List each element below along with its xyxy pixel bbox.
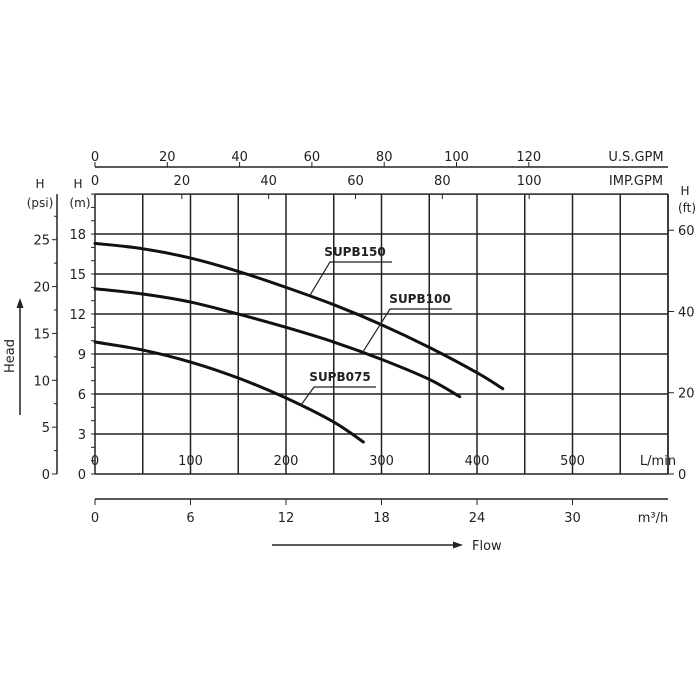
head-label: Head (3, 339, 18, 373)
m-tick-label: 3 (78, 428, 86, 443)
m-tick-label: 9 (78, 348, 86, 363)
lpm-axis-unit: L/min (640, 454, 676, 469)
m3h-tick-label: 12 (278, 511, 295, 526)
usgpm-tick-label: 100 (444, 150, 469, 165)
usgpm-tick-label: 0 (91, 150, 99, 165)
usgpm-tick-label: 60 (304, 150, 321, 165)
m3h-tick-label: 18 (373, 511, 390, 526)
series-label-leader (309, 261, 392, 296)
series-label-leader (361, 308, 452, 354)
lpm-tick-label: 300 (369, 454, 394, 469)
head-arrow-icon (16, 298, 24, 308)
m3h-tick-label: 6 (186, 511, 194, 526)
m3h-tick-label: 24 (469, 511, 486, 526)
ft-tick-label: 60 (678, 224, 695, 239)
series-curve-supb075 (93, 340, 365, 444)
psi-axis-unit-h: H (35, 177, 44, 191)
flow-label: Flow (472, 539, 502, 554)
usgpm-tick-label: 120 (516, 150, 541, 165)
series-label-supb100: SUPB100 (389, 292, 450, 306)
usgpm-tick-label: 20 (159, 150, 176, 165)
m-tick-label: 15 (69, 268, 86, 283)
lpm-tick-label: 200 (274, 454, 299, 469)
series-label-supb075: SUPB075 (309, 370, 370, 384)
series-curve-supb150 (93, 241, 505, 391)
usgpm-tick-label: 80 (376, 150, 393, 165)
m3h-axis-unit: m³/h (638, 511, 669, 526)
m3h-tick-label: 0 (91, 511, 99, 526)
m-tick-label: 18 (69, 228, 86, 243)
usgpm-tick-label: 40 (231, 150, 248, 165)
lpm-tick-label: 100 (178, 454, 203, 469)
psi-tick-label: 10 (33, 374, 50, 389)
psi-tick-label: 15 (33, 327, 50, 342)
psi-tick-label: 0 (42, 468, 50, 483)
m3h-tick-label: 30 (564, 511, 581, 526)
m-tick-label: 12 (69, 308, 86, 323)
psi-axis-unit: (psi) (27, 196, 54, 210)
impgpm-tick-label: 0 (91, 174, 99, 189)
m-axis-unit: (m) (69, 196, 90, 210)
impgpm-axis-unit: IMP.GPM (609, 174, 663, 189)
impgpm-tick-label: 60 (347, 174, 364, 189)
impgpm-tick-label: 100 (517, 174, 542, 189)
impgpm-tick-label: 80 (434, 174, 451, 189)
flow-arrow-icon (453, 541, 463, 549)
lpm-tick-label: 0 (91, 454, 99, 469)
ft-axis-unit-h: H (680, 184, 689, 198)
ft-tick-label: 40 (678, 305, 695, 320)
psi-tick-label: 20 (33, 281, 50, 296)
series-label-supb150: SUPB150 (324, 245, 385, 259)
usgpm-axis-unit: U.S.GPM (608, 150, 663, 165)
series-label-leader (299, 386, 376, 407)
lpm-tick-label: 500 (560, 454, 585, 469)
m-axis-unit-h: H (73, 177, 82, 191)
m-tick-label: 0 (78, 468, 86, 483)
series-curve-supb100 (93, 287, 462, 399)
psi-tick-label: 5 (42, 421, 50, 436)
impgpm-tick-label: 20 (174, 174, 191, 189)
psi-tick-label: 25 (33, 234, 50, 249)
ft-tick-label: 0 (678, 468, 686, 483)
m-tick-label: 6 (78, 388, 86, 403)
lpm-tick-label: 400 (465, 454, 490, 469)
impgpm-tick-label: 40 (260, 174, 277, 189)
ft-tick-label: 20 (678, 387, 695, 402)
ft-axis-unit: (ft) (678, 201, 696, 215)
